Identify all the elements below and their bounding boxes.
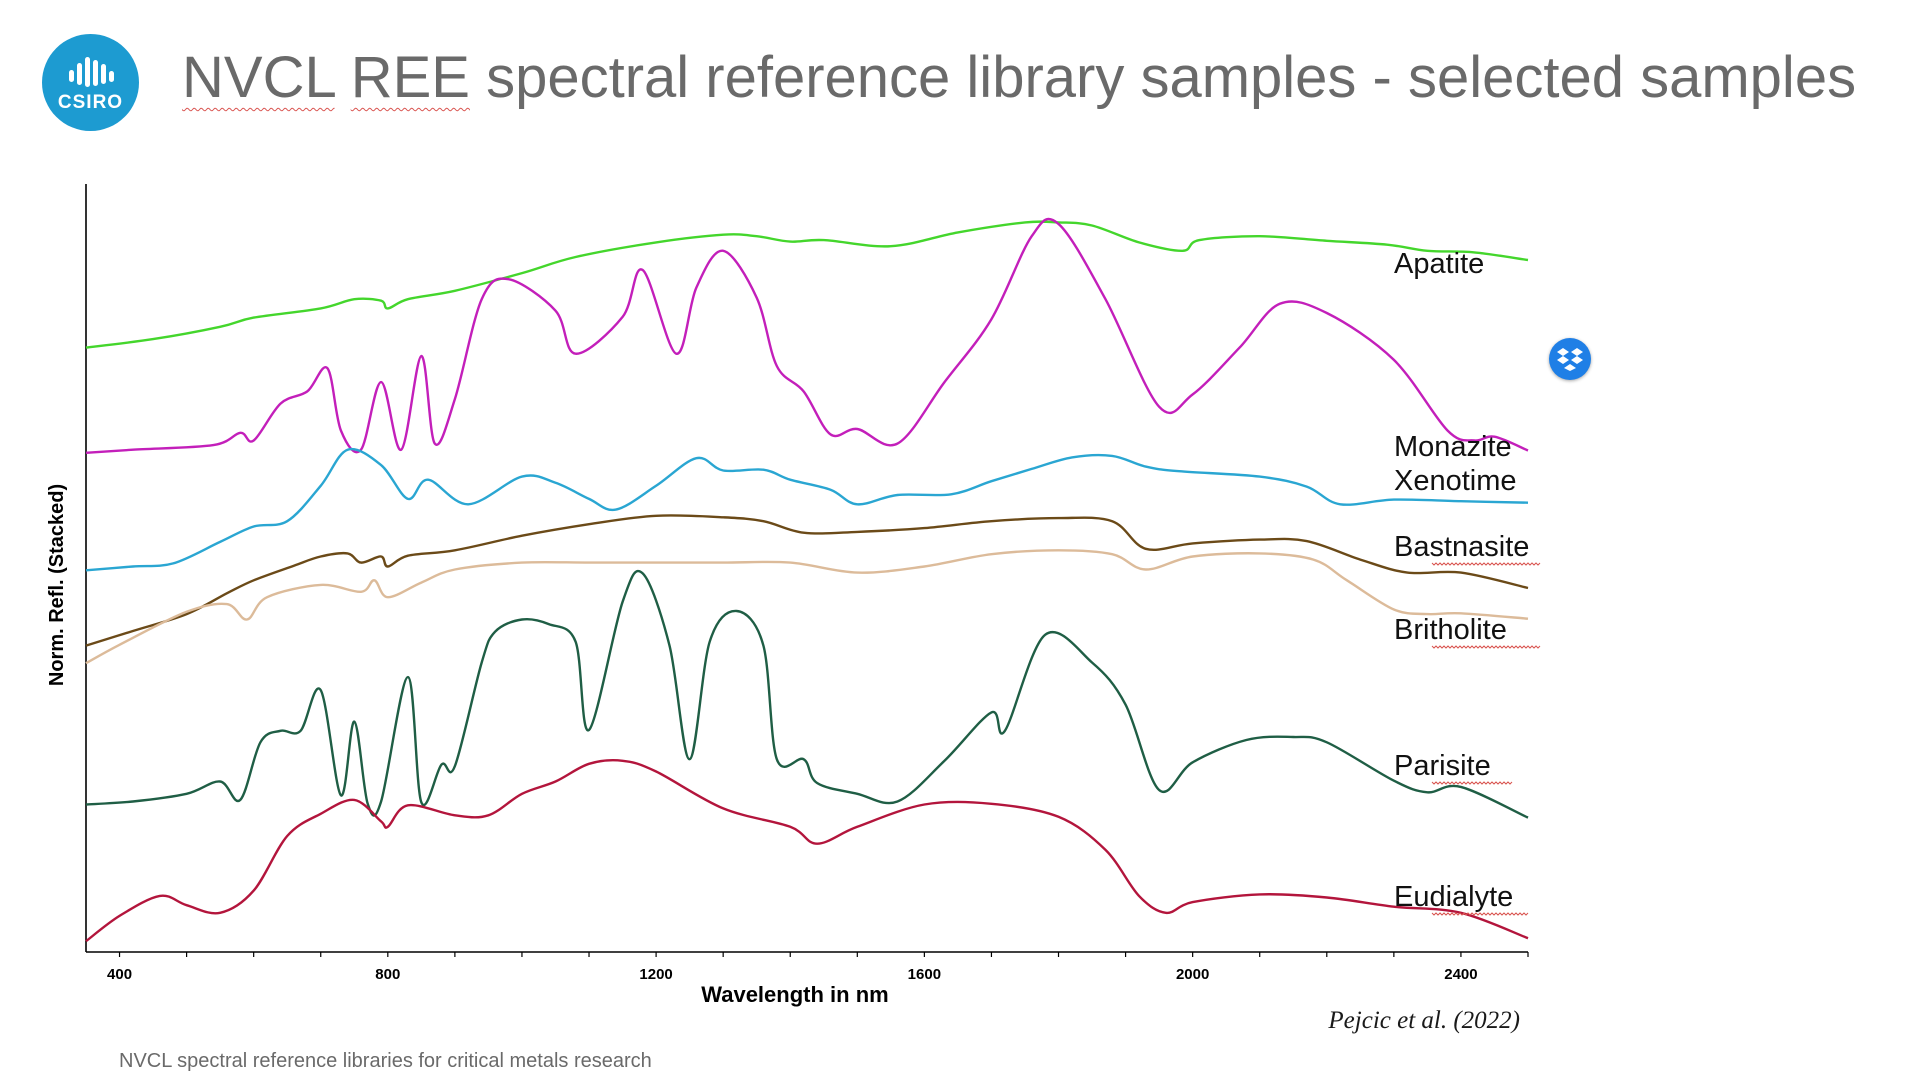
- logo-text: CSIRO: [57, 92, 124, 113]
- csiro-logo-icon: CSIRO: [42, 34, 139, 131]
- series-line-monazite: [85, 217, 1529, 454]
- series-label-bastnasite: Bastnasite: [1394, 531, 1529, 563]
- logo-bars-icon: [69, 57, 114, 87]
- series-label-parisite: Parisite: [1394, 750, 1491, 782]
- series-layer: [85, 217, 1529, 943]
- spellcheck-underline: [1431, 562, 1541, 566]
- series-line-britholite: [85, 549, 1529, 665]
- dropbox-glyph-icon: [1557, 348, 1583, 371]
- x-tick-label: 400: [107, 966, 132, 983]
- series-label-eudialyte: Eudialyte: [1394, 881, 1513, 913]
- series-label-britholite: Britholite: [1394, 614, 1507, 646]
- x-tick-label: 1200: [639, 966, 672, 983]
- series-line-bastnasite: [85, 514, 1529, 647]
- title-word-nvcl: NVCL: [182, 45, 335, 110]
- series-label-monazite: Monazite: [1394, 431, 1512, 463]
- x-minor-ticks: [118, 952, 1529, 957]
- series-label-apatite: Apatite: [1394, 248, 1484, 280]
- spellcheck-underline: [1431, 645, 1541, 649]
- series-label-xenotime: Xenotime: [1394, 465, 1517, 497]
- dropbox-icon[interactable]: [1549, 338, 1591, 380]
- x-tick-label: 2400: [1444, 966, 1477, 983]
- x-tick-label: 1600: [908, 966, 941, 983]
- x-tick-label: 800: [375, 966, 400, 983]
- title-rest: spectral reference library samples - sel…: [486, 45, 1857, 110]
- y-axis-title: Norm. Refl. (Stacked): [46, 484, 68, 686]
- x-tick-label: 2000: [1176, 966, 1209, 983]
- series-line-apatite: [85, 220, 1529, 349]
- spellcheck-underline: [1431, 781, 1513, 785]
- x-tick-labels: 400 800 1200 1600 2000 2400: [107, 966, 1478, 983]
- spellcheck-underline: [1431, 912, 1529, 916]
- x-axis-title: Wavelength in nm: [701, 982, 888, 1007]
- series-line-parisite: [85, 569, 1529, 819]
- footer-text: NVCL spectral reference libraries for cr…: [119, 1050, 652, 1072]
- title-word-ree: REE: [350, 45, 470, 110]
- series-line-xenotime: [85, 447, 1529, 572]
- series-line-eudialyte: [85, 759, 1529, 943]
- citation: Pejcic et al. (2022): [1328, 1007, 1520, 1034]
- slide-title: NVCL REE spectral reference library samp…: [182, 44, 1856, 111]
